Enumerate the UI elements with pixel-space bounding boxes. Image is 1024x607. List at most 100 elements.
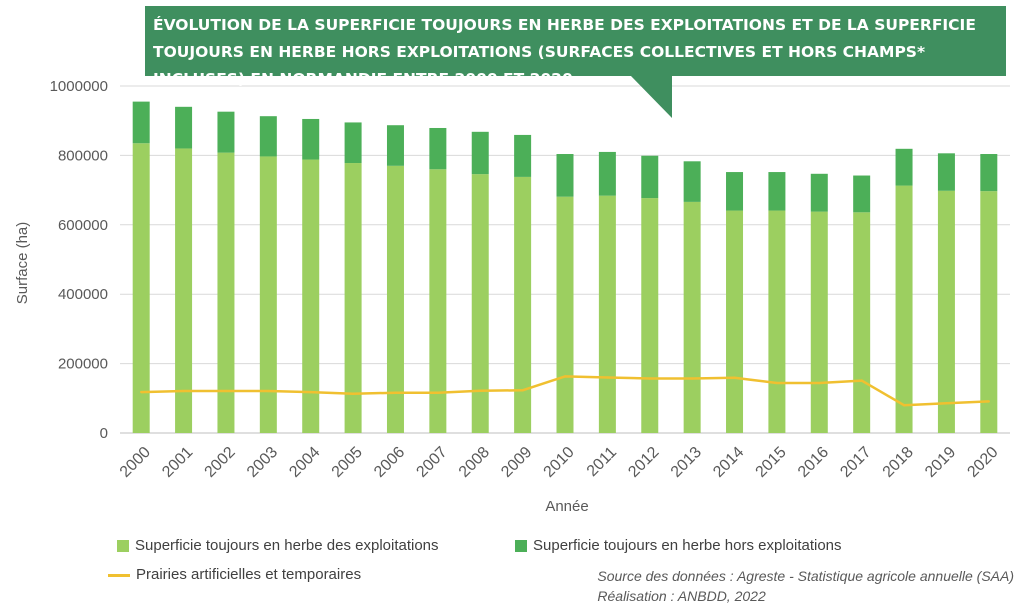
legend-label-hors-exploitations: Superficie toujours en herbe hors exploi… bbox=[533, 537, 842, 554]
bar-exploitations bbox=[556, 196, 574, 433]
bar-hors-exploitations bbox=[937, 153, 955, 191]
legend-item-exploitations: Superficie toujours en herbe des exploit… bbox=[117, 537, 439, 554]
legend-item-hors-exploitations: Superficie toujours en herbe hors exploi… bbox=[515, 537, 842, 554]
bar-exploitations bbox=[980, 191, 998, 433]
bar-exploitations bbox=[514, 176, 532, 433]
x-tick-label: 2000 bbox=[117, 444, 154, 481]
y-tick-label: 400000 bbox=[58, 286, 108, 303]
legend-label-exploitations: Superficie toujours en herbe des exploit… bbox=[135, 537, 439, 554]
x-tick-label: 2003 bbox=[244, 444, 281, 481]
bar-hors-exploitations bbox=[980, 154, 998, 192]
line-point-prairies bbox=[606, 376, 609, 379]
line-point-prairies bbox=[563, 375, 567, 378]
line-point-prairies bbox=[267, 389, 270, 393]
bar-exploitations bbox=[895, 185, 913, 433]
x-tick-label: 2020 bbox=[964, 444, 1001, 481]
bar-exploitations bbox=[471, 174, 489, 433]
line-series bbox=[139, 375, 991, 407]
x-tick-label: 2007 bbox=[413, 444, 450, 481]
bar-exploitations bbox=[175, 148, 193, 433]
legend-label-prairies: Prairies artificielles et temporaires bbox=[136, 566, 362, 583]
line-point-prairies bbox=[521, 389, 524, 392]
bar-exploitations bbox=[302, 159, 320, 433]
bar-exploitations bbox=[768, 210, 786, 433]
x-tick-label: 2004 bbox=[286, 444, 323, 481]
x-tick-label: 2016 bbox=[795, 444, 832, 481]
line-point-prairies bbox=[648, 377, 651, 380]
line-point-prairies bbox=[436, 391, 440, 394]
line-point-prairies bbox=[309, 390, 312, 394]
x-tick-label: 2005 bbox=[329, 444, 366, 481]
y-tick-label: 800000 bbox=[58, 147, 108, 164]
x-tick-label: 2015 bbox=[753, 444, 790, 481]
line-point-prairies bbox=[690, 377, 694, 380]
bar-exploitations bbox=[429, 169, 447, 433]
line-point-prairies bbox=[394, 391, 397, 394]
bar-hors-exploitations bbox=[302, 118, 320, 160]
y-tick-label: 200000 bbox=[58, 356, 108, 373]
x-axis-label: Année bbox=[545, 498, 588, 515]
y-tick-labels: 0 200000 400000 600000 800000 1000000 bbox=[50, 78, 108, 442]
bar-exploitations bbox=[598, 195, 616, 433]
bar-hors-exploitations bbox=[598, 151, 616, 196]
bar-hors-exploitations bbox=[429, 127, 447, 170]
legend-swatch-prairies bbox=[108, 573, 130, 577]
line-point-prairies bbox=[224, 389, 228, 393]
bar-exploitations bbox=[344, 163, 362, 433]
bar-hors-exploitations bbox=[217, 111, 235, 153]
y-tick-label: 0 bbox=[100, 425, 108, 442]
bar-exploitations bbox=[217, 152, 235, 433]
bar-exploitations bbox=[132, 143, 150, 433]
x-tick-label: 2017 bbox=[837, 444, 874, 481]
bar-hors-exploitations bbox=[344, 122, 362, 164]
bars bbox=[132, 101, 998, 434]
x-tick-label: 2006 bbox=[371, 444, 408, 481]
bar-hors-exploitations bbox=[810, 173, 828, 212]
x-tick-label: 2009 bbox=[498, 444, 535, 481]
bar-exploitations bbox=[726, 210, 744, 433]
y-tick-label: 600000 bbox=[58, 217, 108, 234]
line-point-prairies bbox=[818, 381, 821, 385]
line-point-prairies bbox=[775, 381, 779, 385]
line-point-prairies bbox=[945, 401, 948, 405]
x-tick-label: 2008 bbox=[456, 444, 493, 481]
x-tick-label: 2011 bbox=[584, 444, 620, 480]
chart-title: Évolution de la superficie toujours en h… bbox=[153, 16, 976, 88]
source-line: Source des données : Agreste - Statistiq… bbox=[597, 568, 1014, 584]
x-tick-label: 2012 bbox=[625, 444, 662, 481]
legend-swatch-exploitations bbox=[117, 540, 129, 553]
x-tick-label: 2013 bbox=[668, 444, 705, 481]
legend-swatch-hors-exploitations bbox=[515, 540, 527, 553]
bar-hors-exploitations bbox=[514, 134, 532, 177]
x-tick-labels: 2000 2001 2002 2003 2004 2005 2006 2007 2008 2009… bbox=[117, 444, 1002, 481]
y-tick-label: 1000000 bbox=[50, 78, 108, 95]
line-point-prairies bbox=[987, 400, 991, 403]
bar-hors-exploitations bbox=[386, 125, 404, 166]
x-tick-label: 2019 bbox=[922, 444, 959, 481]
line-point-prairies bbox=[860, 379, 863, 382]
bar-hors-exploitations bbox=[132, 101, 150, 144]
line-point-prairies bbox=[733, 376, 736, 380]
bar-hors-exploitations bbox=[683, 161, 701, 202]
y-axis-label: Surface (ha) bbox=[14, 222, 31, 305]
bar-hors-exploitations bbox=[641, 155, 659, 199]
x-tick-label: 2002 bbox=[202, 444, 239, 481]
bar-hors-exploitations bbox=[726, 172, 744, 211]
bar-exploitations bbox=[641, 198, 659, 433]
x-tick-label: 2018 bbox=[880, 444, 917, 481]
line-point-prairies bbox=[902, 404, 906, 407]
bar-hors-exploitations bbox=[471, 131, 489, 175]
bar-hors-exploitations bbox=[175, 106, 193, 149]
bar-exploitations bbox=[259, 156, 277, 434]
line-point-prairies bbox=[139, 390, 143, 394]
source-note: Source des données : Agreste - Statistiq… bbox=[597, 566, 1014, 606]
legend-item-prairies: Prairies artificielles et temporaires bbox=[108, 566, 361, 583]
bar-hors-exploitations bbox=[853, 175, 871, 213]
x-tick-label: 2010 bbox=[541, 444, 578, 481]
credit-line: Réalisation : ANBDD, 2022 bbox=[597, 588, 766, 604]
bar-exploitations bbox=[683, 201, 701, 433]
line-point-prairies bbox=[351, 392, 355, 395]
line-point-prairies bbox=[182, 389, 185, 393]
bar-hors-exploitations bbox=[259, 116, 277, 157]
